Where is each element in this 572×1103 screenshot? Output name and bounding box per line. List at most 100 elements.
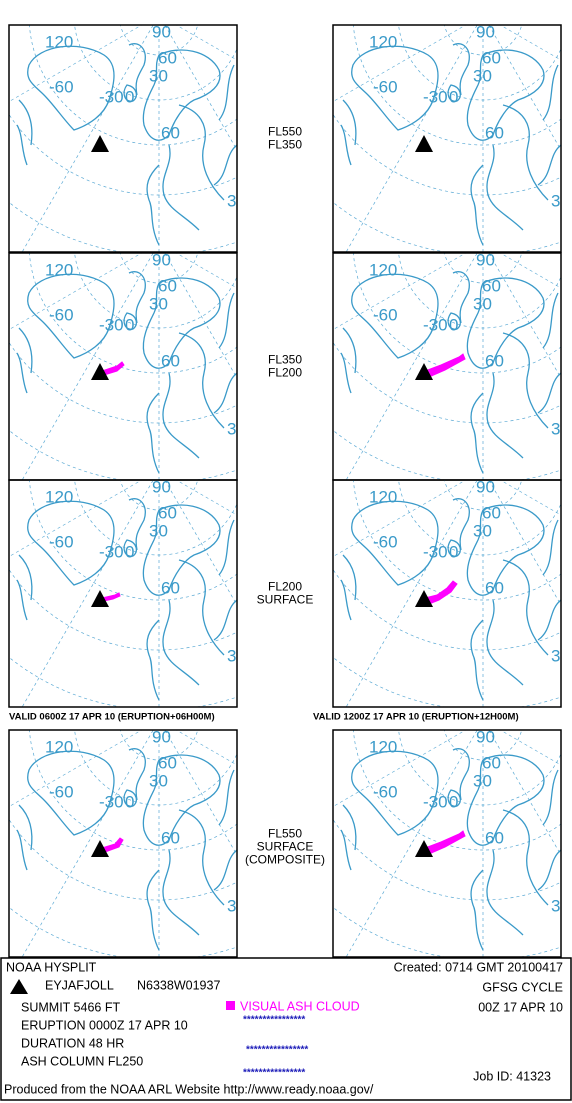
panel-frame (332, 729, 562, 958)
graticule-label: -60 (373, 77, 398, 96)
coastline (351, 500, 439, 586)
volcano (91, 840, 109, 857)
coastline (470, 104, 549, 246)
cycle: GFSG CYCLE (482, 980, 563, 994)
graticule (333, 25, 467, 103)
coastline (470, 809, 549, 951)
coastline (351, 750, 439, 836)
source: Produced from the NOAA ARL Website http:… (4, 1082, 374, 1096)
graticule-label: 120 (45, 737, 73, 756)
graticule-label: 120 (45, 487, 73, 506)
graticule (164, 25, 237, 151)
graticule-label: 0 (125, 792, 134, 811)
graticule (21, 25, 154, 252)
coastline (340, 554, 357, 621)
coastline (340, 327, 357, 394)
coastline (452, 498, 470, 551)
graticule (175, 730, 237, 766)
coastline (466, 49, 545, 141)
graticule (21, 730, 154, 957)
coastline (466, 277, 545, 369)
volcano (91, 135, 109, 152)
coastline (27, 45, 115, 131)
volcano (91, 363, 109, 380)
coastline (213, 292, 237, 414)
model: NOAA HYSPLIT (6, 960, 97, 974)
graticule-label: 0 (125, 87, 134, 106)
graticule (9, 480, 143, 558)
graticule (345, 730, 478, 957)
level-label: FL550 (268, 125, 302, 139)
graticule-label: 30 (551, 896, 570, 915)
coastline (146, 104, 225, 246)
legend-swatch (226, 1001, 235, 1010)
graticule (345, 25, 478, 252)
graticule (164, 480, 237, 606)
graticule-label: 60 (482, 753, 501, 772)
coastline (16, 327, 33, 394)
graticule-label: 60 (161, 351, 180, 370)
coastline (128, 498, 146, 551)
volcano-icon (10, 979, 28, 994)
coastline (470, 559, 549, 701)
graticule-label: 60 (158, 503, 177, 522)
graticule-label: 90 (476, 727, 495, 746)
graticule (488, 730, 561, 856)
coastline (351, 273, 439, 359)
graticule-label: 60 (161, 123, 180, 142)
coastline (470, 332, 549, 474)
graticule-label: -60 (373, 782, 398, 801)
graticule (353, 730, 561, 851)
graticule (175, 253, 237, 289)
graticule (353, 480, 561, 601)
coastline (447, 312, 462, 330)
graticule-label: 120 (45, 32, 73, 51)
graticule-label: 30 (149, 521, 168, 540)
graticule-label: -60 (49, 77, 74, 96)
coastline (128, 748, 146, 801)
level-label: (COMPOSITE) (245, 853, 325, 867)
volcano (415, 840, 433, 857)
panel-frame (332, 24, 562, 253)
valid-time: VALID 0600Z 17 APR 10 (ERUPTION+06H00M) (9, 712, 215, 723)
graticule-label: 30 (227, 419, 246, 438)
graticule-label: 30 (149, 66, 168, 85)
level-label: FL350 (268, 138, 302, 152)
duration: DURATION 48 HR (21, 1036, 124, 1050)
graticule-label: 60 (158, 48, 177, 67)
valid-time: VALID 1200Z 17 APR 10 (ERUPTION+12H00M) (313, 712, 519, 723)
graticule (29, 480, 237, 601)
coastline (146, 559, 225, 701)
level-label: FL550 (268, 827, 302, 841)
graticule-label: 30 (473, 66, 492, 85)
level-label: FL200 (268, 580, 302, 594)
coastline (27, 500, 115, 586)
graticule-label: 60 (161, 578, 180, 597)
graticule (499, 253, 561, 289)
graticule (29, 253, 237, 374)
graticule (164, 730, 237, 856)
graticule (345, 480, 478, 707)
stars: **************** (243, 1015, 305, 1026)
graticule-label: 30 (551, 646, 570, 665)
eruption: ERUPTION 0000Z 17 APR 10 (21, 1018, 188, 1032)
graticule (488, 480, 561, 606)
graticule (488, 253, 561, 379)
coastline (123, 539, 138, 557)
footer: NOAA HYSPLIT Created: 0714 GMT 20100417 … (0, 957, 572, 1101)
coastline (27, 273, 115, 359)
graticule-label: 30 (227, 646, 246, 665)
volcano (415, 590, 433, 607)
graticule (9, 253, 143, 331)
volcano: EYJAFJOLL (45, 978, 114, 992)
volcano (415, 135, 433, 152)
